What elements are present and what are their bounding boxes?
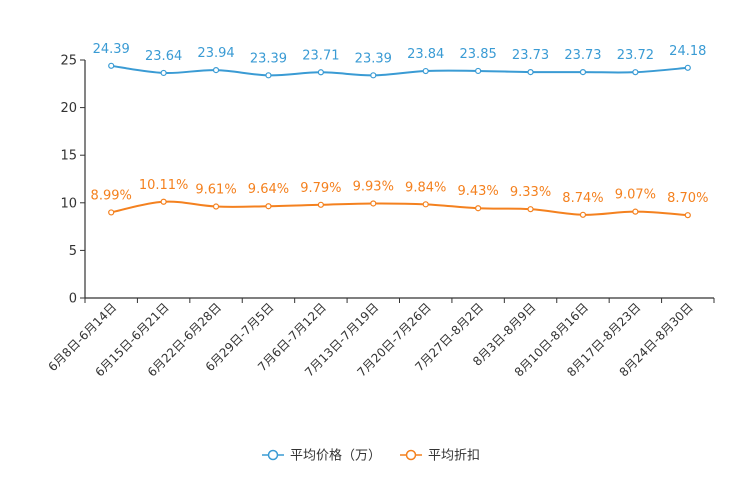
data-point[interactable] [475,67,482,75]
chart-series: 24.39 23.64 23.94 23.39 23.71 23.39 23.84 23.85… [91,42,708,219]
legend-circle-marker [267,449,279,461]
data-label: 9.07% [615,188,656,203]
data-label: 23.39 [355,51,392,66]
data-point[interactable] [108,62,115,69]
legend-circle-marker [405,449,417,461]
data-point[interactable] [160,69,167,77]
data-label: 23.71 [302,48,339,63]
data-label: 8.70% [667,191,708,206]
data-label: 8.99% [91,188,132,203]
y-tick-label: 25 [60,54,77,69]
y-tick-label: 20 [60,101,77,116]
data-point[interactable] [632,208,639,215]
data-point[interactable] [265,72,272,79]
y-axis-ticks: 0 5 10 15 20 25 [60,54,85,307]
data-label: 9.61% [195,183,236,198]
data-label: 9.64% [248,182,289,197]
data-point[interactable] [632,69,639,76]
data-label: 10.11% [139,178,189,193]
data-point[interactable] [317,201,324,208]
data-label: 24.18 [669,44,706,59]
data-point[interactable] [317,69,324,76]
x-axis-ticks: 6月8日-6月14日6月15日-6月21日6月22日-6月28日6月29日-7月… [45,298,715,380]
data-point[interactable] [475,205,482,212]
legend-label: 平均价格（万） [290,448,381,464]
data-label: 9.93% [353,179,394,194]
data-point[interactable] [684,212,691,219]
data-label: 9.33% [510,185,551,200]
data-point[interactable] [108,209,115,216]
data-point[interactable] [579,211,587,218]
chart-legend[interactable]: 平均价格（万） 平均折扣 [262,448,480,464]
legend-label: 平均折扣 [428,449,480,464]
data-label: 23.73 [564,48,601,63]
data-label: 23.85 [460,47,497,62]
data-label: 24.39 [93,42,130,57]
series-line [111,200,688,217]
data-point[interactable] [265,203,272,210]
data-label: 23.64 [145,49,182,64]
data-point[interactable] [212,203,220,210]
data-label: 9.79% [300,181,341,196]
legend-item-2[interactable]: 平均折扣 [400,449,480,464]
data-label: 23.84 [407,47,444,62]
legend-item-1[interactable]: 平均价格（万） [262,448,381,464]
y-tick-label: 0 [69,292,77,307]
data-label: 23.72 [617,48,654,63]
data-point[interactable] [527,68,534,76]
data-point[interactable] [527,206,534,213]
series-1: 24.39 23.64 23.94 23.39 23.71 23.39 23.84 23.85… [93,42,706,79]
data-label: 23.39 [250,51,287,66]
data-point[interactable] [160,198,167,205]
data-point[interactable] [370,72,377,79]
series-line [111,64,688,77]
data-label: 23.73 [512,48,549,63]
y-tick-label: 10 [60,196,77,211]
series-2: 8.99% 10.11% 9.61% 9.64% 9.79% 9.93% 9.84% 9.43… [91,178,708,219]
data-point[interactable] [422,67,429,75]
data-label: 9.84% [405,180,446,195]
y-tick-label: 15 [60,149,77,164]
data-label: 8.74% [562,191,603,206]
data-label: 23.94 [197,46,234,61]
data-point[interactable] [212,66,220,74]
data-label: 9.43% [457,184,498,199]
data-point[interactable] [579,68,587,76]
data-point[interactable] [370,200,377,207]
data-point[interactable] [684,64,691,71]
y-tick-label: 5 [69,244,77,259]
data-point[interactable] [422,201,429,208]
